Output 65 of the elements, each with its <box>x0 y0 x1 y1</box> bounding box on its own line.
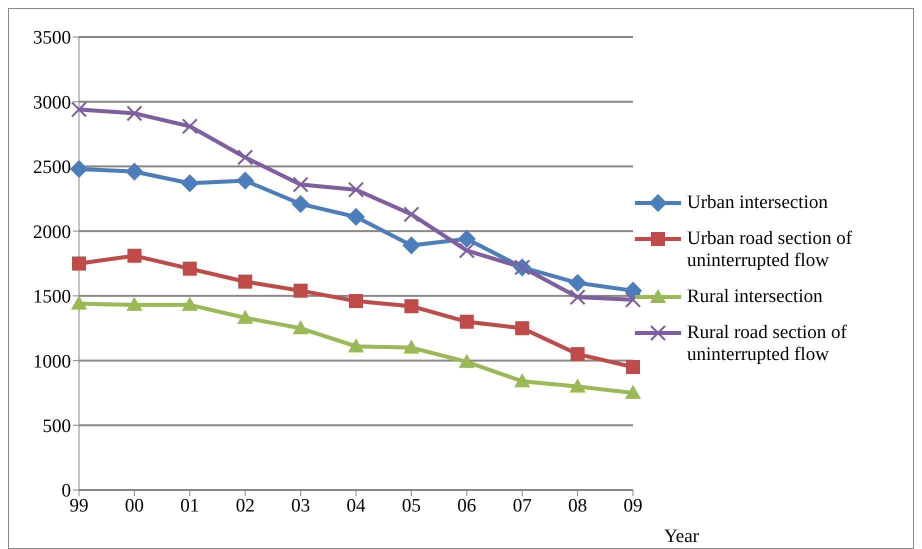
x-tick-label: 08 <box>568 495 588 516</box>
point <box>70 160 88 178</box>
x-tick-label: 06 <box>457 495 476 516</box>
point <box>292 176 309 193</box>
point <box>182 296 198 311</box>
point <box>71 296 87 310</box>
y-tick-label: 1000 <box>33 351 71 372</box>
point <box>292 320 309 334</box>
point <box>236 172 254 190</box>
point <box>514 373 530 388</box>
point <box>237 149 254 166</box>
x-tick-label: 99 <box>70 495 88 516</box>
point <box>72 256 86 270</box>
point <box>292 194 310 213</box>
point <box>294 284 308 298</box>
point <box>458 230 476 248</box>
point <box>180 174 199 192</box>
point <box>347 208 365 226</box>
y-tick-label: 2000 <box>33 222 71 243</box>
point <box>570 347 585 362</box>
point <box>182 262 197 276</box>
point <box>125 162 144 181</box>
point <box>402 236 420 254</box>
x-tick-label: 04 <box>346 495 366 516</box>
y-tick-label: 0 <box>62 480 71 502</box>
y-tick-label: 3000 <box>33 92 71 114</box>
point <box>568 274 587 292</box>
point <box>458 242 475 259</box>
x-tick-label: 01 <box>180 495 200 516</box>
legend-label: Urban intersection <box>687 192 828 214</box>
point <box>625 384 641 399</box>
point <box>403 340 420 354</box>
point <box>348 182 364 198</box>
x-tick-label: 02 <box>236 495 255 516</box>
point <box>126 105 142 122</box>
x-tick-label: 07 <box>512 495 532 516</box>
y-tick-label: 2500 <box>33 157 71 178</box>
point <box>127 248 142 263</box>
point <box>458 354 475 368</box>
point <box>349 294 363 308</box>
point <box>570 378 586 392</box>
point <box>626 360 640 374</box>
point <box>237 310 254 324</box>
point <box>625 292 641 308</box>
point <box>71 101 87 118</box>
point <box>126 296 142 311</box>
point <box>182 118 198 134</box>
point <box>348 338 364 352</box>
x-axis-title: Year <box>664 526 700 547</box>
x-tick-label: 09 <box>624 495 642 516</box>
legend-label: Rural road section of uninterrupted flow <box>687 322 848 366</box>
legend-label: Rural intersection <box>687 286 823 308</box>
x-tick-label: 03 <box>291 495 310 516</box>
point <box>570 289 586 306</box>
x-tick-label: 05 <box>402 495 421 516</box>
legend-label: Urban road section of uninterrupted flow <box>687 228 854 272</box>
point <box>404 299 418 314</box>
point <box>238 274 252 289</box>
point <box>460 314 474 329</box>
point <box>403 206 420 222</box>
point <box>515 321 530 336</box>
y-tick-label: 1500 <box>33 286 71 308</box>
y-tick-label: 3500 <box>33 28 71 49</box>
y-tick-label: 500 <box>42 416 71 438</box>
x-tick-label: 00 <box>124 495 144 516</box>
